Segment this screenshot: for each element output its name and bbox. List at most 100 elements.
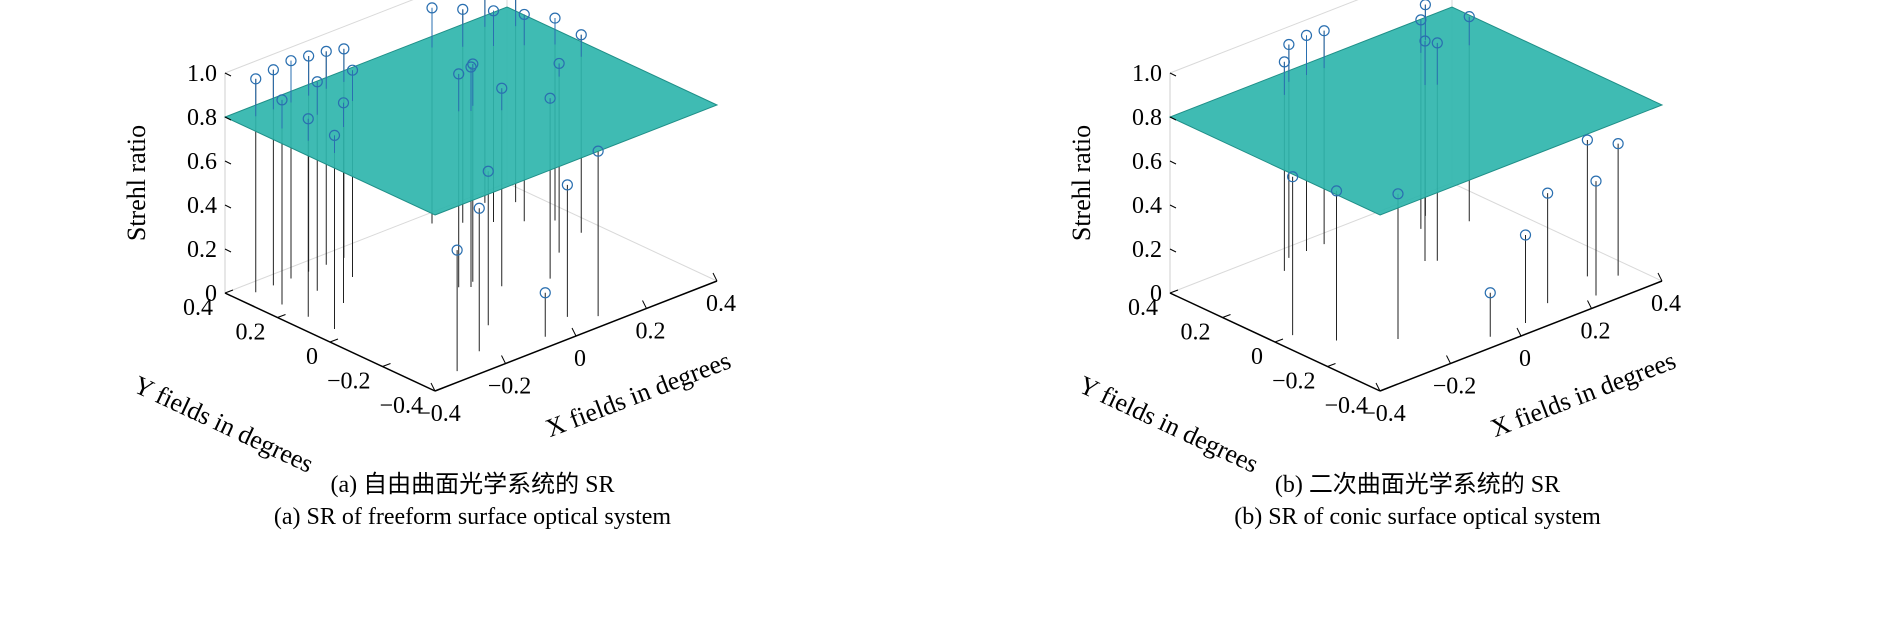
x-tick [1657,272,1663,282]
data-point [457,3,469,15]
data-point [1463,11,1475,23]
y-tick [224,289,234,294]
z-tick [224,204,232,209]
z-tick [1169,116,1177,121]
data-point [482,165,494,177]
x-tick [1587,300,1592,309]
data-point [1300,29,1313,42]
data-point [338,43,350,55]
x-tick-label: −0.2 [1433,374,1477,400]
y-tick [329,338,339,343]
grid-line [224,0,414,74]
data-point [1392,188,1404,200]
y-tick-label: −0.4 [379,393,423,419]
y-tick-label: −0.2 [1272,369,1316,395]
y-tick-label: −0.2 [327,369,371,395]
y-tick [434,387,444,392]
grid-line [1451,182,1663,282]
data-point [302,113,314,125]
z-tick-label: 0.4 [1132,193,1162,219]
z-tick [1169,72,1177,77]
z-tick [224,292,232,297]
data-point [496,82,508,94]
data-point [276,94,288,106]
data-point [467,58,479,70]
data-point [553,57,565,70]
x-tick-label: 0.4 [1651,291,1681,317]
y-axis-label: Y fields in degrees [129,370,318,479]
data-point [592,145,604,157]
z-tick [224,248,232,253]
data-point [1283,38,1295,51]
x-tick-label: −0.4 [1362,401,1406,427]
caption-cn: (b) 二次曲面光学系统的 SR [1274,472,1561,498]
data-point [250,73,262,85]
data-point [1419,0,1431,11]
data-point [311,76,323,88]
data-point [1431,37,1443,49]
y-tick-label: 0.4 [1128,295,1158,321]
data-point [544,92,556,104]
z-tick [224,116,232,121]
x-tick [1446,355,1451,364]
data-point [473,202,485,214]
x-tick-label: 0.2 [1581,319,1611,345]
y-tick [382,363,391,367]
x-tick-label: −0.2 [488,374,532,400]
y-tick [1379,387,1389,392]
plot-b: 0 0.2 0.4 0.6 0.8 1.0 −0.4 −0.2 0 0.2 0.4 −0.4 −0.2 0… [1067,0,1681,479]
data-point [1581,134,1593,146]
data-point [518,8,530,21]
chart-panel-b: 0 0.2 0.4 0.6 0.8 1.0 −0.4 −0.2 0 0.2 0.4 −0.4 −0.2 0… [945,0,1890,639]
x-tick [712,272,718,282]
data-point [337,97,350,109]
x-tick [1375,382,1381,392]
data-point [539,287,551,299]
data-point [1278,56,1290,68]
data-point [549,12,561,24]
strehl-surface [1168,6,1664,216]
z-tick-label: 0.6 [187,149,217,175]
z-tick-label: 0.4 [187,193,217,219]
data-point [1542,187,1554,199]
x-axis-label: X fields in degrees [1487,346,1680,443]
data-point [285,55,297,67]
data-point [320,45,332,57]
y-tick-label: 0.2 [236,320,266,346]
x-tick [1516,327,1522,337]
y-tick-label: 0 [306,344,318,370]
data-point [1330,185,1343,197]
y-axis-label: Y fields in degrees [1074,370,1263,479]
y-tick [277,314,286,318]
x-tick [642,300,647,309]
caption-cn: (a) 自由曲面光学系统的 SR [330,472,615,498]
data-point [1484,287,1496,299]
z-tick-label: 0 [205,281,217,307]
y-tick-label: 0 [1251,344,1263,370]
data-point [451,244,463,256]
z-tick [1169,204,1177,209]
z-tick [1169,248,1177,253]
data-point [426,2,438,14]
z-tick [1169,292,1177,297]
caption-en: (b) SR of conic surface optical system [1234,504,1601,530]
x-tick-label: 0.2 [636,319,666,345]
caption-en: (a) SR of freeform surface optical syste… [273,504,672,530]
z-tick [224,72,232,77]
z-tick-label: 0.2 [187,237,217,263]
data-point [346,64,359,76]
data-point [561,179,573,191]
x-tick-label: −0.4 [417,401,461,427]
z-tick-label: 0.8 [187,105,217,131]
y-tick [1274,338,1284,343]
data-point [575,29,587,41]
data-point [1519,229,1532,241]
z-axis-label: Strehl ratio [122,125,151,241]
z-tick-label: 0.6 [1132,149,1162,175]
x-tick-label: 0 [574,346,586,372]
data-point [465,61,477,73]
x-tick [430,382,436,392]
x-tick-label: 0.4 [706,291,736,317]
data-point [1318,25,1330,37]
x-axis-label: X fields in degrees [542,346,735,443]
